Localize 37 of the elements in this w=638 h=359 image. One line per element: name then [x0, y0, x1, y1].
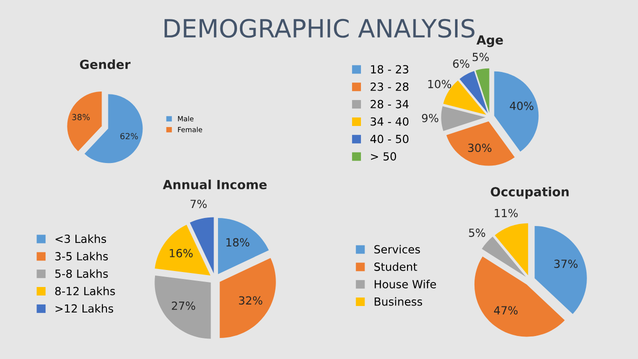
data-label: 5%	[472, 52, 489, 62]
data-label: 37%	[554, 260, 578, 268]
data-label: 62%	[120, 132, 138, 140]
legend-label: House Wife	[374, 280, 436, 288]
legend-label: 3-5 Lakhs	[55, 252, 108, 260]
legend-label: 40 - 50	[370, 134, 408, 144]
legend-label: 23 - 28	[370, 82, 408, 91]
legend-label: 8-12 Lakhs	[55, 286, 115, 296]
legend-label: Services	[374, 244, 420, 254]
legend-label: 5-8 Lakhs	[55, 269, 108, 278]
data-label: 5%	[469, 228, 486, 237]
legend-label: Student	[374, 262, 418, 271]
data-label: 27%	[172, 302, 196, 310]
legend-label: >12 Lakhs	[56, 304, 114, 313]
data-label: 47%	[494, 306, 518, 315]
text: DEMOGRAPHIC ANALYSIS	[164, 18, 474, 38]
chart-title: Occupation	[490, 186, 569, 199]
data-label: 7%	[190, 200, 207, 208]
chart-title: Annual Income	[162, 180, 267, 190]
data-label: 30%	[468, 144, 492, 152]
data-label: 11%	[494, 208, 518, 218]
data-label: 18%	[226, 238, 250, 247]
data-label: 38%	[72, 114, 90, 120]
data-label: 32%	[239, 296, 262, 305]
data-label: 9%	[422, 114, 438, 122]
chart-title: Age	[476, 35, 503, 48]
data-label: 10%	[428, 80, 452, 88]
legend-label: 34 - 40	[370, 117, 408, 126]
legend-label: 18 - 23	[371, 65, 408, 74]
legend-label: 28 - 34	[370, 100, 409, 108]
legend-label: <3 Lakhs	[56, 234, 106, 244]
legend-label: > 50	[371, 152, 396, 161]
data-label: 16%	[170, 248, 193, 258]
data-label: 6%	[453, 59, 470, 68]
legend-label: Business	[374, 297, 422, 306]
data-label: 40%	[510, 102, 534, 110]
chart-title: Gender	[80, 59, 131, 70]
